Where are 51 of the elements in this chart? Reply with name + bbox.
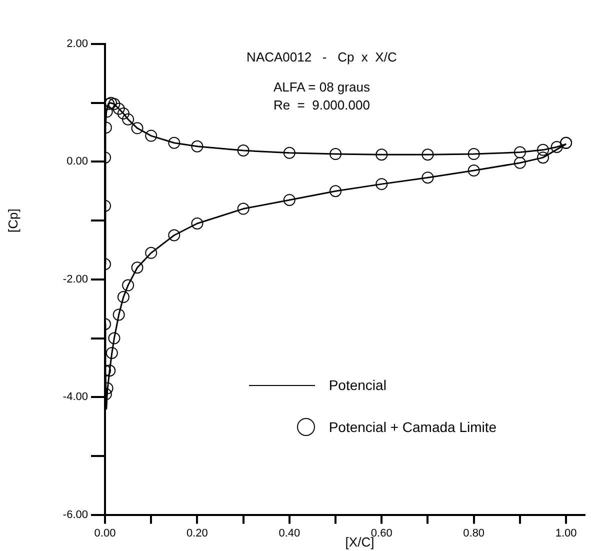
y-tick-label: -2.00 bbox=[62, 273, 88, 286]
point bbox=[145, 246, 158, 259]
point bbox=[330, 185, 342, 198]
y-tick-label: -6.00 bbox=[62, 508, 88, 521]
annotation: ALFA = 08 graus bbox=[273, 80, 370, 95]
y-tick-label: 0.00 bbox=[66, 156, 88, 168]
point bbox=[117, 291, 130, 304]
x-tick-label: 0.20 bbox=[186, 527, 208, 540]
x-tick-label: 1.00 bbox=[555, 527, 577, 540]
point bbox=[468, 148, 480, 160]
point bbox=[537, 152, 550, 164]
point bbox=[550, 140, 563, 153]
point bbox=[122, 113, 134, 126]
point bbox=[537, 144, 550, 156]
point bbox=[191, 217, 204, 230]
point bbox=[283, 194, 296, 206]
point bbox=[422, 172, 434, 184]
point bbox=[514, 146, 526, 158]
point bbox=[168, 229, 180, 242]
point bbox=[112, 102, 125, 115]
point bbox=[237, 202, 250, 215]
y-tick-label: 2.00 bbox=[66, 38, 88, 50]
point bbox=[376, 148, 388, 161]
point bbox=[330, 148, 342, 160]
point bbox=[422, 148, 434, 161]
annotation: Re = 9.000.000 bbox=[273, 98, 370, 113]
x-tick-label: 0.80 bbox=[463, 527, 485, 540]
y-tick-label: -4.00 bbox=[62, 391, 88, 404]
point bbox=[376, 178, 388, 190]
point bbox=[168, 136, 180, 149]
x-tick-label: 0.00 bbox=[94, 527, 116, 540]
point bbox=[112, 308, 125, 321]
point bbox=[468, 164, 480, 177]
point bbox=[108, 98, 120, 110]
point bbox=[191, 140, 204, 152]
point bbox=[131, 122, 144, 134]
text: NACA0012 - Cp x X/C bbox=[246, 50, 397, 65]
point bbox=[122, 279, 134, 292]
point bbox=[106, 346, 118, 359]
point bbox=[117, 107, 130, 120]
point bbox=[145, 130, 158, 142]
legend-label: Potencial + Camada Limite bbox=[328, 419, 497, 436]
legend-label: Potencial bbox=[328, 377, 386, 394]
point bbox=[131, 262, 144, 274]
point bbox=[283, 146, 296, 159]
point bbox=[105, 364, 116, 377]
point bbox=[514, 156, 526, 169]
x-tick-label: 0.40 bbox=[278, 527, 300, 540]
y-axis-title: [Cp] bbox=[6, 208, 21, 232]
point bbox=[237, 144, 250, 157]
point bbox=[108, 332, 120, 344]
